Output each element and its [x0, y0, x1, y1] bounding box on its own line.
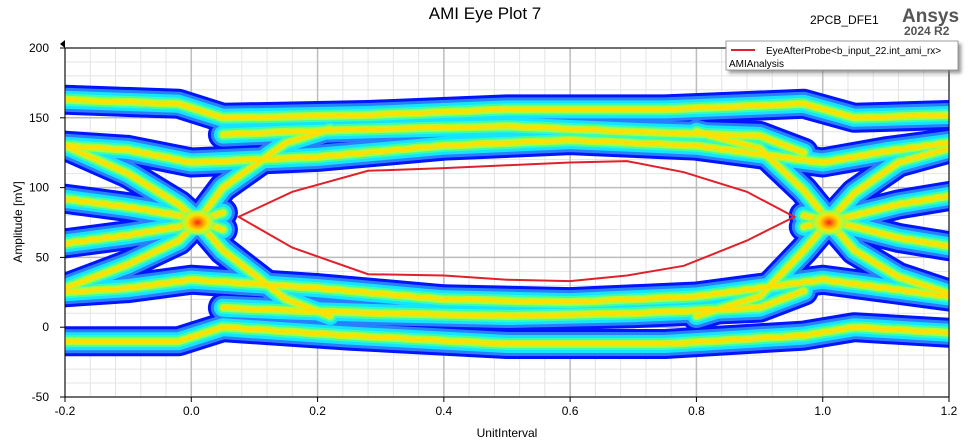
x-tick-label: 0.6 [562, 404, 579, 418]
x-tick-labels: -0.2 0.0 0.2 0.4 0.6 0.8 1.0 1.2 [55, 404, 958, 418]
brand-version: 2024 R2 [904, 24, 950, 38]
eye-trace-band [65, 97, 949, 120]
eye-trace-band [220, 124, 806, 155]
chart-title: AMI Eye Plot 7 [429, 4, 541, 23]
x-tick-label: 0.4 [436, 404, 453, 418]
x-tick-label: 0.2 [309, 404, 326, 418]
y-tick-label: 50 [36, 250, 50, 264]
x-tick-label: -0.2 [55, 404, 76, 418]
legend-subtitle: AMIAnalysis [729, 59, 784, 70]
y-axis-arrow-icon [60, 40, 65, 48]
axis-ticks [60, 47, 950, 402]
x-axis-label: UnitInterval [477, 426, 538, 440]
plot-frame [64, 47, 950, 398]
y-tick-labels: -50 0 50 100 150 200 [29, 41, 49, 404]
eye-trace-band [65, 277, 949, 305]
crossing-hotspots [179, 208, 848, 237]
crossing-hotspot [811, 208, 848, 237]
x-tick-label: 1.0 [814, 404, 831, 418]
design-name: 2PCB_DFE1 [810, 13, 879, 27]
x-tick-label: 0.0 [183, 404, 200, 418]
legend[interactable] [725, 40, 959, 71]
eye-trace-band [65, 325, 949, 346]
eye-contour-series [236, 160, 797, 283]
y-tick-label: 0 [42, 320, 49, 334]
legend-entry-label: EyeAfterProbe<b_input_22.int_ami_rx> [766, 46, 941, 57]
eye-trace-band [65, 138, 949, 165]
y-tick-label: 150 [29, 111, 49, 125]
x-tick-label: 0.8 [688, 404, 705, 418]
eye-trace-band [220, 288, 806, 318]
y-tick-label: 100 [29, 181, 49, 195]
brand-logo-text: Ansys [902, 6, 959, 27]
x-tick-label: 1.2 [941, 404, 958, 418]
crossing-hotspot [179, 208, 216, 237]
legend-box [725, 40, 959, 71]
y-tick-label: 200 [29, 41, 49, 55]
y-axis-label: Amplitude [mV] [11, 181, 25, 262]
y-tick-label: -50 [32, 390, 50, 404]
